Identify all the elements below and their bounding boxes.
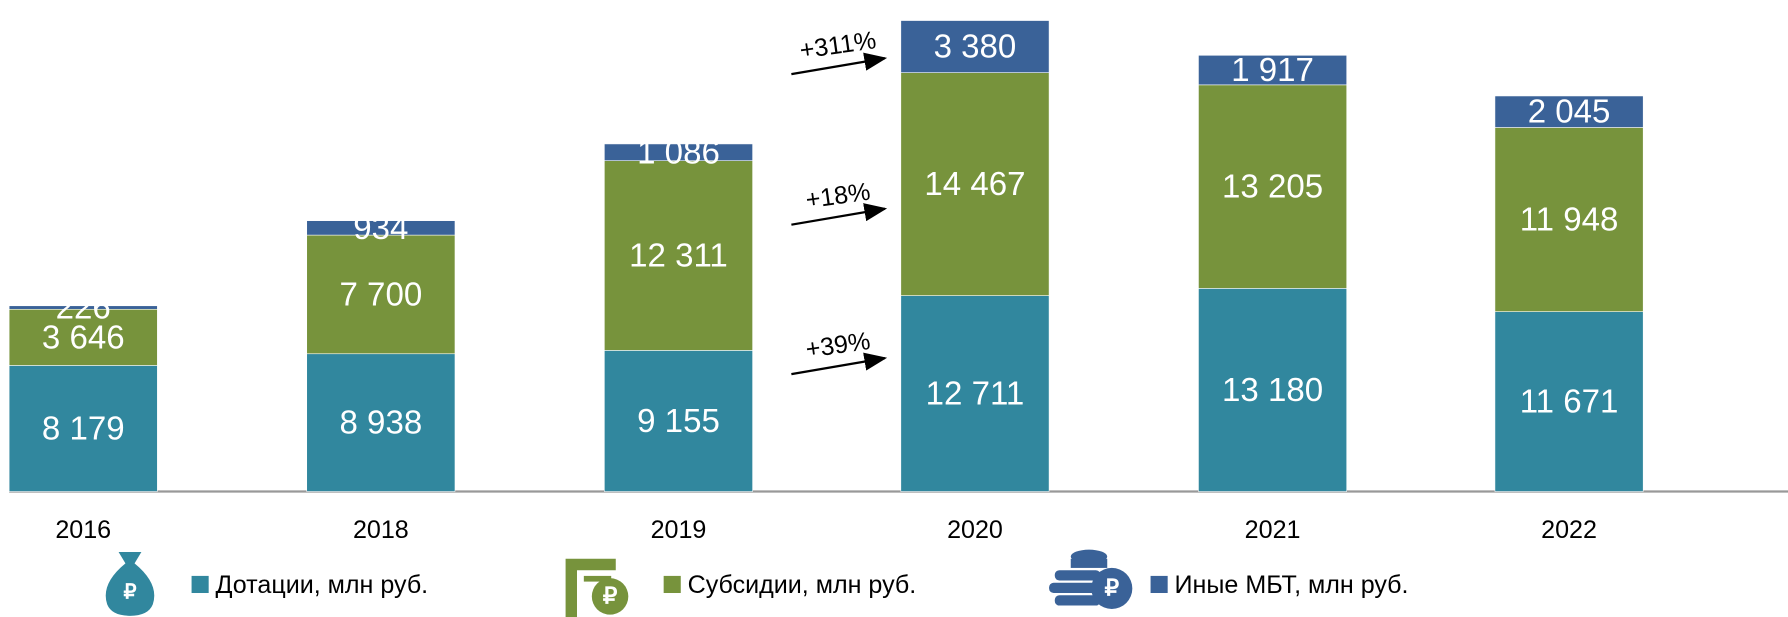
bar-segment [900, 295, 1050, 492]
value-label: 1 086 [637, 134, 720, 171]
bar-segment [8, 308, 158, 366]
legend-swatch [1150, 575, 1168, 594]
value-label: 13 205 [1222, 169, 1323, 206]
value-label: 7 700 [340, 276, 423, 313]
legend-swatch [191, 575, 209, 594]
bar-segment [8, 365, 158, 492]
value-label: 12 711 [926, 376, 1025, 413]
value-label: 11 671 [1520, 384, 1619, 421]
annotation: +311% [798, 26, 878, 64]
bar-segment [900, 20, 1050, 73]
x-tick-label: 2020 [947, 516, 1003, 544]
legend-label: Субсидии, млн руб. [688, 571, 917, 599]
bar-segment [1198, 55, 1347, 86]
bar-segment [604, 143, 753, 161]
x-tick-label: 2021 [1245, 516, 1301, 544]
value-label: 3 380 [934, 29, 1017, 66]
svg-text:₽: ₽ [1105, 575, 1120, 601]
value-label: 8 938 [340, 405, 423, 442]
bar-segment [1198, 84, 1347, 289]
annotation: +39% [804, 327, 872, 364]
x-tick-label: 2016 [55, 516, 111, 544]
x-tick-label: 2019 [651, 516, 707, 544]
value-label: 14 467 [924, 166, 1025, 203]
x-tick-label: 2018 [353, 516, 409, 544]
legend-label: Иные МБТ, млн руб. [1175, 571, 1409, 599]
value-label: 8 179 [42, 411, 125, 448]
arrow [791, 52, 888, 76]
arrow [791, 203, 888, 226]
bar-segment [1198, 288, 1347, 492]
bar-segment [1494, 95, 1644, 128]
icon-doc: ₽ [565, 558, 629, 617]
icon-coins: ₽ [1049, 549, 1133, 609]
value-label: 9 155 [637, 403, 720, 440]
legend-swatch [663, 575, 681, 594]
arrow [791, 352, 888, 376]
bar-segment [306, 220, 456, 236]
bar-segment [1494, 127, 1644, 312]
bar-segment [900, 72, 1050, 296]
value-label: 12 311 [629, 238, 728, 275]
annotation: +18% [804, 178, 872, 215]
value-label: 3 646 [42, 319, 125, 356]
value-label: 934 [353, 210, 408, 247]
value-label: 2 045 [1528, 94, 1611, 131]
legend-label: Дотации, млн руб. [216, 571, 429, 599]
bar-segment [306, 234, 456, 355]
x-tick-label: 2022 [1541, 516, 1597, 544]
bar-segment [604, 350, 753, 492]
svg-text:₽: ₽ [123, 580, 137, 603]
value-label: 1 917 [1231, 52, 1314, 89]
icon-bag: ₽ [105, 551, 155, 616]
value-label: 13 180 [1222, 372, 1323, 409]
value-label: 226 [56, 290, 111, 327]
svg-text:₽: ₽ [603, 583, 618, 609]
bar-segment [8, 305, 158, 310]
bar-segment [604, 160, 753, 351]
value-label: 11 948 [1520, 202, 1619, 239]
bar-segment [306, 353, 456, 492]
